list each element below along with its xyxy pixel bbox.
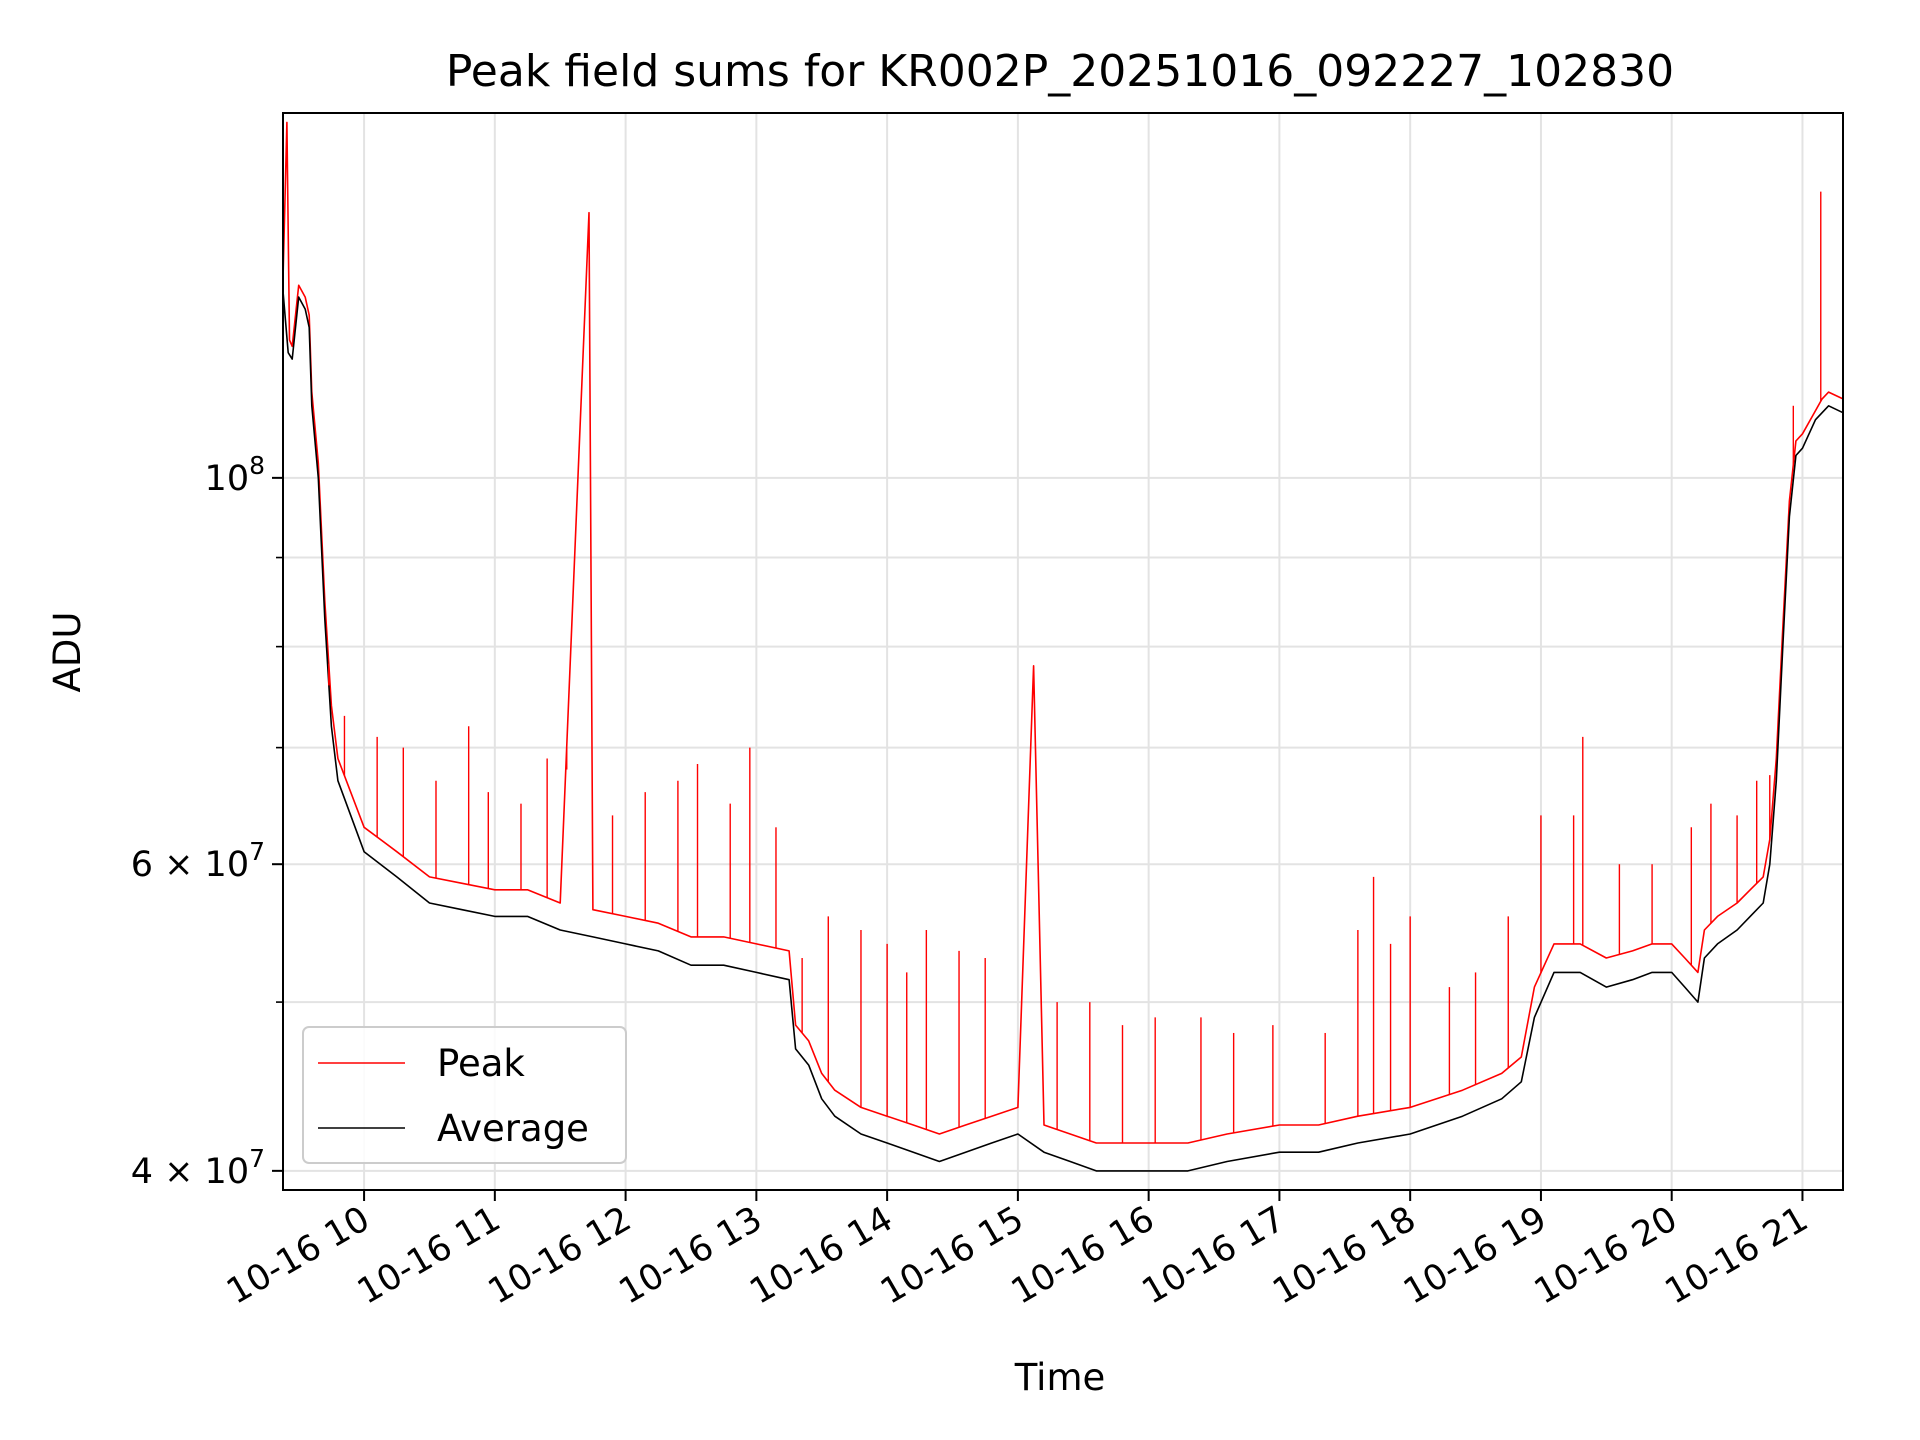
x-axis-label: Time <box>1014 1356 1106 1399</box>
legend-label-average: Average <box>437 1107 589 1150</box>
series-line-peak <box>283 121 1843 1144</box>
plot-series <box>283 121 1843 1172</box>
legend: Peak Average <box>302 1026 627 1164</box>
legend-label-peak: Peak <box>437 1042 525 1085</box>
y-tick-label: 108 <box>205 451 265 499</box>
chart-title: Peak field sums for KR002P_20251016_0922… <box>446 46 1674 97</box>
y-tick-label: 4 × 107 <box>131 1144 265 1192</box>
grid <box>283 113 1843 1190</box>
y-axis-label: ADU <box>46 612 89 693</box>
series-line-average <box>283 291 1843 1172</box>
legend-box <box>302 1026 627 1164</box>
plot-frame <box>282 112 1844 1191</box>
y-tick-label: 6 × 107 <box>131 837 265 885</box>
